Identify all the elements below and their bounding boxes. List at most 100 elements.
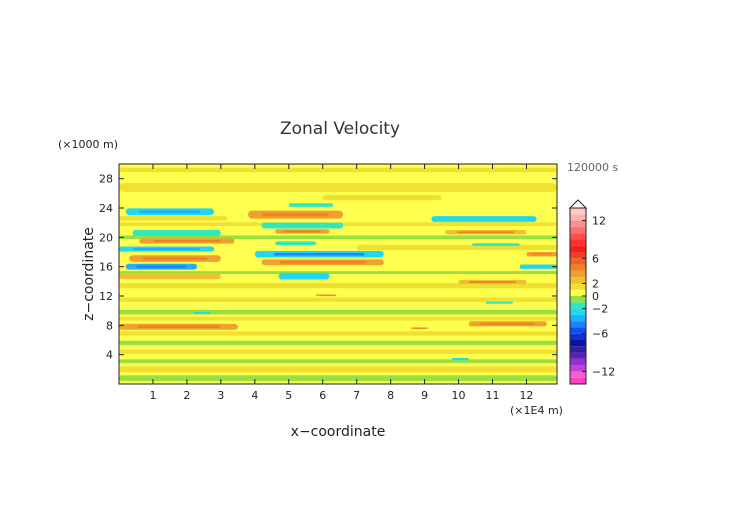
colorbar-swatch	[570, 214, 586, 221]
velocity-band	[322, 195, 442, 201]
colorbar-tick-label: −6	[592, 328, 608, 341]
colorbar-swatch	[570, 308, 586, 315]
x-tick-label: 3	[217, 389, 224, 402]
x-tick-label: 11	[485, 389, 499, 402]
velocity-band	[519, 264, 557, 269]
colorbar-swatch	[570, 358, 586, 366]
colorbar-swatch	[570, 327, 586, 334]
velocity-core	[480, 322, 536, 325]
chart-title: Zonal Velocity	[280, 119, 400, 139]
velocity-core	[468, 281, 517, 283]
x-tick-label: 1	[149, 389, 156, 402]
velocity-band	[451, 357, 469, 361]
velocity-core	[274, 252, 365, 256]
velocity-band	[119, 359, 557, 364]
velocity-core	[139, 210, 201, 213]
velocity-band	[193, 311, 211, 314]
y-axis-title: z−coordinate	[81, 227, 97, 321]
velocity-band	[132, 230, 221, 236]
velocity-core	[133, 248, 200, 251]
colorbar-swatch	[570, 277, 586, 284]
velocity-band	[119, 297, 557, 302]
velocity-band	[472, 243, 520, 247]
colorbar-swatch	[570, 289, 586, 296]
colorbar-swatch	[570, 365, 586, 372]
velocity-band	[119, 331, 557, 336]
x-tick-label: 2	[183, 389, 190, 402]
velocity-band	[119, 283, 557, 289]
colorbar-tick-label: −2	[592, 303, 608, 316]
colorbar-swatch	[570, 220, 586, 227]
velocity-core	[531, 253, 553, 256]
x-unit-label: (×1E4 m)	[510, 404, 563, 417]
y-tick-label: 28	[99, 173, 113, 186]
colorbar-tick-label: −12	[592, 365, 615, 378]
velocity-band	[119, 235, 557, 240]
velocity-core	[153, 239, 221, 243]
velocity-core	[142, 257, 208, 260]
y-unit-label: (×1000 m)	[58, 138, 118, 151]
velocity-core	[279, 261, 366, 264]
colorbar-overflow-arrow	[568, 199, 588, 209]
colorbar-swatch	[570, 340, 586, 347]
colorbar-tick-label: 6	[592, 252, 599, 265]
velocity-band	[275, 241, 316, 246]
velocity-band	[119, 273, 221, 280]
x-tick-label: 7	[353, 389, 360, 402]
colorbar-swatch	[570, 245, 586, 252]
colorbar-swatch	[570, 264, 586, 271]
colorbar-swatch	[570, 296, 586, 303]
colorbar-swatch	[570, 371, 586, 378]
colorbar: 12 6 20−2 −6 −12	[568, 199, 615, 385]
y-axis-ticks: 4 8 12 16 20 24 28	[99, 173, 557, 362]
colorbar-swatch	[570, 302, 586, 309]
y-tick-label: 4	[106, 349, 113, 362]
colorbar-swatch	[570, 239, 586, 246]
velocity-band	[485, 301, 513, 304]
y-tick-label: 24	[99, 202, 113, 215]
velocity-core	[136, 265, 187, 268]
colorbar-swatch	[570, 377, 586, 384]
velocity-band	[119, 216, 228, 221]
time-label: 120000 s	[567, 161, 618, 174]
colorbar-swatch	[570, 333, 586, 340]
colorbar-swatch	[570, 208, 586, 215]
velocity-band	[119, 309, 557, 315]
colorbar-swatch	[570, 252, 586, 259]
plot-frame	[118, 163, 558, 385]
x-tick-label: 10	[452, 389, 466, 402]
velocity-band	[119, 375, 557, 382]
velocity-band	[119, 183, 557, 192]
velocity-core	[283, 230, 322, 233]
colorbar-swatch	[570, 270, 586, 278]
velocity-core	[457, 231, 515, 234]
x-axis-ticks: 1 2 3 4 5 6 7 8 9 10 11 12	[149, 164, 533, 402]
x-tick-label: 9	[421, 389, 428, 402]
y-tick-label: 20	[99, 231, 113, 244]
velocity-band	[356, 245, 557, 251]
velocity-band	[119, 167, 557, 173]
colorbar-tick-label: 2	[592, 277, 599, 290]
y-tick-label: 16	[99, 261, 113, 274]
x-tick-label: 8	[387, 389, 394, 402]
colorbar-swatch	[570, 352, 586, 359]
velocity-band	[119, 316, 557, 321]
velocity-core	[262, 212, 329, 217]
colorbar-swatch	[570, 321, 586, 328]
velocity-band	[119, 349, 557, 354]
y-tick-label: 8	[106, 319, 113, 332]
colorbar-swatch	[570, 258, 586, 265]
x-tick-label: 4	[251, 389, 258, 402]
colorbar-tick-label: 0	[592, 290, 599, 303]
velocity-core	[318, 294, 334, 296]
x-axis-title: x−coordinate	[291, 424, 386, 440]
x-tick-label: 12	[519, 389, 533, 402]
velocity-band	[119, 271, 557, 274]
colorbar-swatch	[570, 226, 586, 234]
velocity-band	[288, 203, 333, 207]
colorbar-swatch	[570, 233, 586, 240]
colorbar-swatch	[570, 283, 586, 290]
velocity-band	[431, 216, 537, 222]
